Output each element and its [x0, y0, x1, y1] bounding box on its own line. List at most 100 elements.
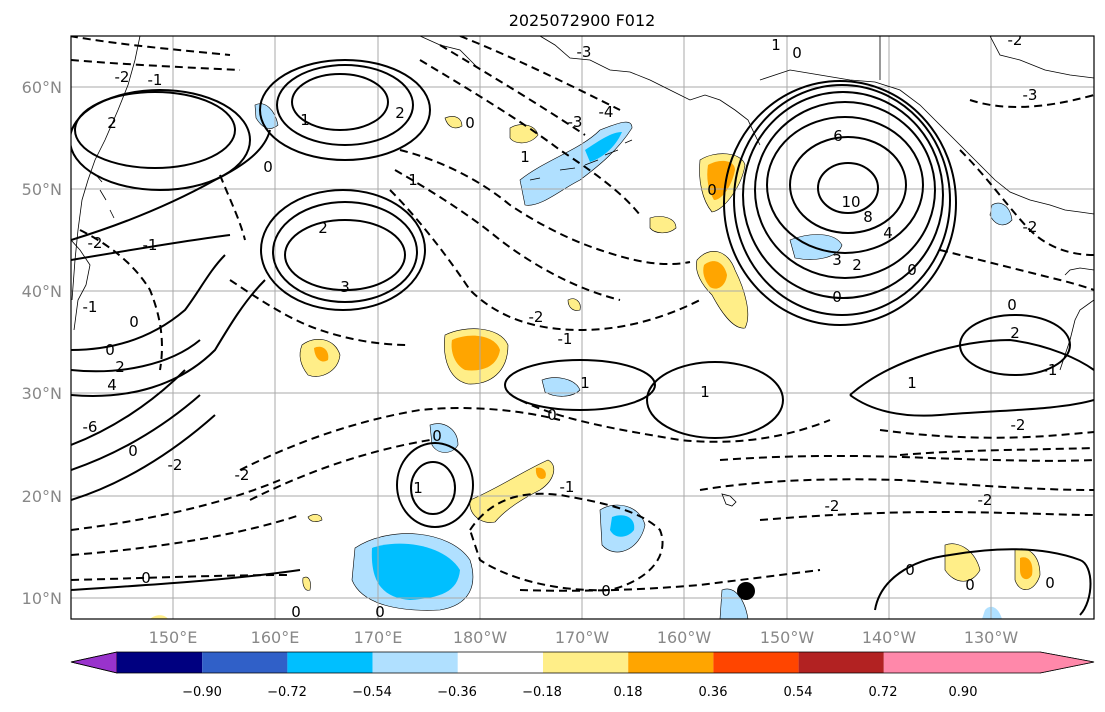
contour-trough-3 [389, 189, 701, 332]
shade-orange-core [451, 335, 500, 371]
colorbar-segment [798, 652, 884, 673]
contour-label: 1 [408, 171, 418, 189]
shade-orange-core [314, 346, 329, 362]
coastline-kamchatka [71, 36, 141, 301]
shade-yellow-patch [302, 576, 311, 591]
shade-yellow-patch [649, 216, 677, 234]
positive-contours [71, 59, 1094, 616]
colorbar-tick-label: −0.36 [437, 685, 477, 700]
contour-label: 8 [863, 208, 873, 226]
contour-trough-north [419, 36, 641, 216]
contour-label: 2 [852, 256, 862, 274]
contour-label: 0 [547, 406, 557, 424]
contour-nw-trough [79, 229, 163, 371]
contour-high-gulf-10 [817, 162, 879, 214]
shade-yellow-patch [567, 298, 581, 311]
lat-label: 40°N [22, 282, 62, 301]
longitude-labels: 150°E 160°E 170°E 180°W 170°W 160°W 150°… [149, 628, 1019, 647]
lon-label: 160°W [657, 628, 712, 647]
contour-label: -2 [825, 497, 840, 515]
contour-label: 1 [413, 479, 423, 497]
contour-se-south [874, 548, 1092, 616]
contour-east-1 [849, 338, 1094, 417]
colorbar: −0.90 −0.72 −0.54 −0.36 −0.18 0.18 0.36 … [70, 651, 1095, 700]
shade-blue-patch [789, 234, 843, 260]
colorbar-segment [372, 652, 458, 673]
contour-label-group: 10 8 6 4 3 2 0 3 2 1 2 -2 -1 0 0 -3 -4 -… [83, 31, 1058, 619]
colorbar-segment [628, 652, 714, 673]
contour-label: -1 [148, 71, 163, 89]
contour-label: 4 [107, 376, 117, 394]
contour-ridge-west [71, 129, 271, 261]
contour-ridge-southwest [71, 254, 266, 397]
contour-label: 1 [700, 383, 710, 401]
lon-label: 140°W [862, 628, 917, 647]
colorbar-tick-label: 0.72 [869, 685, 898, 700]
shade-blue-core [371, 543, 460, 600]
contour-label: 0 [129, 313, 139, 331]
contour-label: 0 [432, 427, 442, 445]
colorbar-tick-label: 0.90 [949, 685, 978, 700]
contour-south-loop [468, 492, 664, 592]
contour-se-trough [699, 454, 1094, 491]
colorbar-segment [287, 652, 373, 673]
contour-high-gulf-1 [723, 80, 957, 326]
contour-label: -2 [978, 491, 993, 509]
lat-label: 10°N [22, 589, 62, 608]
shade-yellow-patch [307, 514, 323, 522]
contour-label: 0 [965, 576, 975, 594]
contour-label: 0 [263, 158, 273, 176]
contour-trough-4 [71, 36, 241, 71]
contour-label: -6 [83, 418, 98, 436]
colorbar-tick-label: 0.36 [699, 685, 728, 700]
contour-label: 2 [115, 358, 125, 376]
contour-label: -3 [1023, 86, 1038, 104]
colorbar-tick-label: −0.54 [352, 685, 392, 700]
colorbar-segment [713, 652, 799, 673]
contour-high-central-1 [504, 359, 656, 411]
colorbar-segment [457, 652, 543, 673]
colorbar-tick-label: 0.54 [784, 685, 813, 700]
colorbar-segment [883, 652, 964, 673]
contour-label: 0 [1045, 574, 1055, 592]
contour-west-band [219, 174, 411, 346]
contour-label: 0 [1007, 296, 1017, 314]
shade-blue-patch [989, 202, 1013, 226]
contour-label: -1 [83, 298, 98, 316]
contour-high-nw-1 [260, 189, 426, 311]
colorbar-segment [202, 652, 288, 673]
contour-high-nw-2 [272, 201, 418, 303]
contour-label: 0 [128, 442, 138, 460]
contour-high-nw-3 [284, 219, 406, 291]
contour-label: -2 [88, 234, 103, 252]
figure-title: 2025072900 F012 [509, 11, 656, 30]
shade-blue-core [585, 132, 622, 162]
contour-label: -2 [1011, 416, 1026, 434]
contour-label: -3 [568, 113, 583, 131]
contour-high-ne-2 [276, 64, 414, 146]
contour-label: -2 [1008, 31, 1023, 49]
shade-blue-patch [429, 423, 459, 453]
contour-label: 0 [141, 569, 151, 587]
contour-label: 3 [832, 251, 842, 269]
contour-label: 6 [833, 127, 843, 145]
coastline-aleutians [529, 139, 633, 181]
contour-label: 0 [792, 44, 802, 62]
contour-sw-bottom [71, 569, 301, 591]
shade-yellow-patch [444, 116, 463, 129]
contour-label: 0 [832, 288, 842, 306]
contour-high-west-1 [71, 89, 251, 191]
colorbar-tick-label: −0.90 [182, 685, 222, 700]
contour-label: 0 [465, 114, 475, 132]
shade-orange-core [535, 467, 546, 479]
contour-zero-mid [519, 399, 831, 443]
contour-label: 2 [107, 114, 117, 132]
lat-label: 50°N [22, 180, 62, 199]
contour-label: -2 [168, 456, 183, 474]
negative-contours [71, 36, 1094, 592]
map-frame [70, 35, 1095, 620]
contour-east-trough [959, 94, 1094, 256]
coastline-bc [879, 36, 1094, 80]
contour-high-gulf-8 [789, 136, 907, 234]
